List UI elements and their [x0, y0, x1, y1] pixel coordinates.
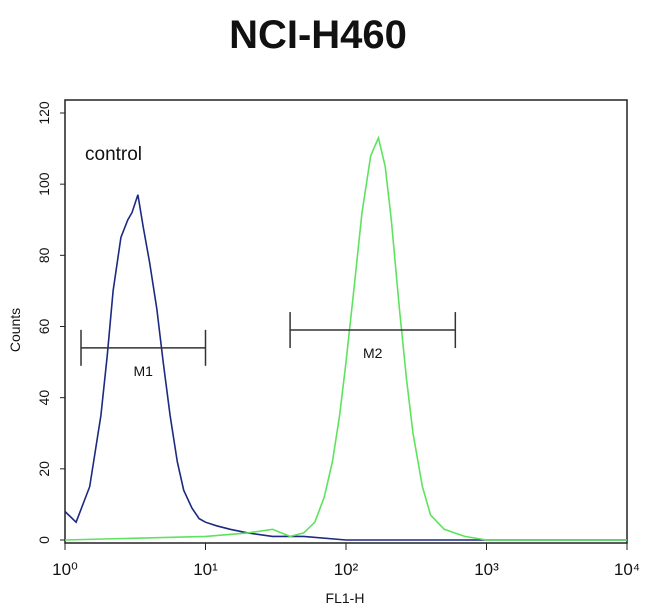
x-tick-label: 10² — [334, 560, 359, 579]
x-tick-label: 10⁰ — [52, 560, 78, 579]
histogram-line — [64, 135, 627, 541]
gate-label: M2 — [363, 345, 383, 361]
y-tick-label: 0 — [36, 536, 52, 544]
chart-title: NCI-H460 — [229, 13, 407, 57]
y-tick-label: 40 — [36, 390, 52, 406]
x-axis-label: FL1-H — [326, 590, 365, 606]
histogram-line — [64, 194, 627, 541]
y-tick-label: 80 — [36, 247, 52, 263]
gate-label: M1 — [134, 363, 154, 379]
plot-frame — [64, 99, 628, 544]
x-tick-label: 10⁴ — [614, 560, 640, 579]
x-tick-label: 10³ — [474, 560, 499, 579]
annotation: control — [85, 144, 142, 165]
x-tick-label: 10¹ — [193, 560, 218, 579]
y-tick-label: 20 — [36, 461, 52, 477]
y-tick-label: 60 — [36, 319, 52, 335]
y-tick-label: 120 — [36, 101, 52, 125]
y-tick-label: 100 — [36, 172, 52, 196]
y-axis-label: Counts — [7, 308, 23, 352]
